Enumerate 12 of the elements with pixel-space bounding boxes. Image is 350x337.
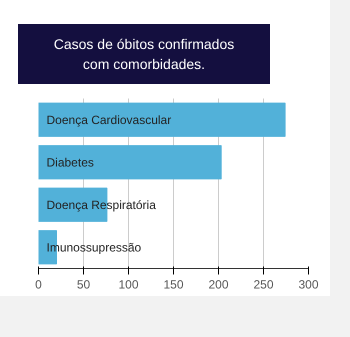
chart-title: Casos de óbitos confirmados com comorbidades. <box>18 24 270 84</box>
y-tick-label: Diabetes <box>46 155 94 170</box>
x-tick-label: 250 <box>253 278 274 292</box>
x-tick-label: 100 <box>118 278 139 292</box>
x-tick-label: 150 <box>163 278 184 292</box>
bar <box>38 145 222 180</box>
bar <box>38 102 286 137</box>
x-tick-label: 0 <box>35 278 42 292</box>
y-tick-label: Doença Cardiovascular <box>46 112 172 127</box>
x-tick-label: 300 <box>298 278 319 292</box>
x-tick-label: 50 <box>76 278 90 292</box>
x-tick-label: 200 <box>208 278 229 292</box>
